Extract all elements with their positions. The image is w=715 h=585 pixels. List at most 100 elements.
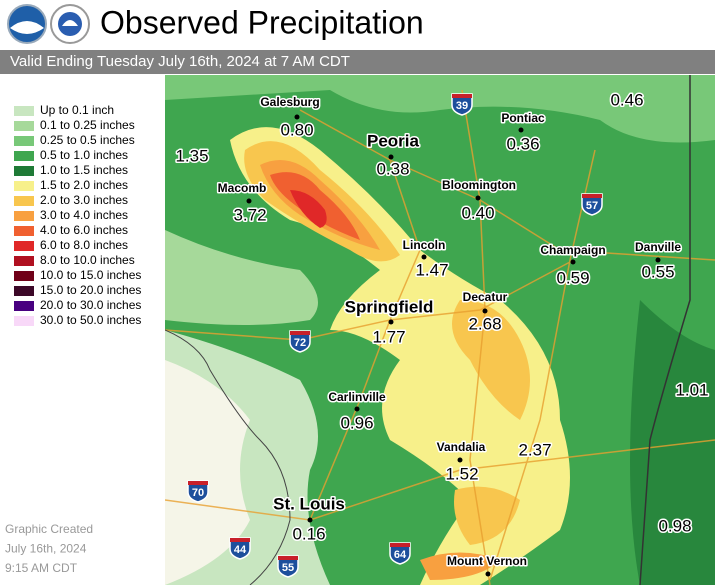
legend-swatch bbox=[14, 151, 34, 161]
interstate-shield bbox=[277, 555, 299, 578]
precip-value: 1.35 bbox=[175, 146, 208, 165]
interstate-number: 64 bbox=[394, 549, 407, 561]
city-dot bbox=[421, 254, 427, 260]
city-name: Decatur bbox=[463, 290, 508, 304]
interstate-number: 70 bbox=[192, 487, 204, 499]
legend-swatch bbox=[14, 271, 34, 281]
city-dot bbox=[485, 571, 491, 577]
legend-swatch bbox=[14, 211, 34, 221]
subtitle: Valid Ending Tuesday July 16th, 2024 at … bbox=[10, 53, 350, 70]
legend-label: 20.0 to 30.0 inches bbox=[40, 298, 141, 312]
city-name: Springfield bbox=[345, 297, 434, 316]
interstate-band bbox=[188, 481, 208, 485]
interstate-band bbox=[278, 556, 298, 560]
precip-value: 0.46 bbox=[610, 90, 643, 109]
interstate-band bbox=[390, 543, 410, 547]
precip-value: 0.38 bbox=[376, 159, 409, 178]
legend-label: 30.0 to 50.0 inches bbox=[40, 313, 141, 327]
city-name: St. Louis bbox=[273, 494, 345, 513]
city-name: Pontiac bbox=[501, 111, 545, 125]
precip-value: 0.40 bbox=[461, 203, 494, 222]
interstate-band bbox=[452, 94, 472, 98]
interstate-shield bbox=[229, 537, 251, 560]
map bbox=[165, 75, 715, 585]
legend-label: 3.0 to 4.0 inches bbox=[40, 208, 128, 222]
city-name: Lincoln bbox=[403, 238, 446, 252]
legend-swatch bbox=[14, 226, 34, 236]
logos bbox=[7, 4, 90, 44]
city-name: Champaign bbox=[540, 243, 605, 257]
precip-value: 2.37 bbox=[518, 440, 551, 459]
interstate-shield bbox=[289, 330, 311, 353]
legend-swatch bbox=[14, 181, 34, 191]
legend-swatch bbox=[14, 301, 34, 311]
legend-label: 1.0 to 1.5 inches bbox=[40, 163, 128, 177]
footer-text: 9:15 AM CDT bbox=[5, 561, 78, 575]
interstate-band bbox=[582, 194, 602, 198]
subtitle-bar bbox=[0, 50, 715, 74]
interstate-shield bbox=[581, 193, 603, 216]
legend-label: 1.5 to 2.0 inches bbox=[40, 178, 128, 192]
map-labels: Galesburg 0.80 Peoria 0.38 Pontiac 0.36 Bloomi… bbox=[174, 89, 710, 578]
city-dot bbox=[457, 457, 463, 463]
precip-value: 2.68 bbox=[468, 314, 501, 333]
precip-value: 0.98 bbox=[658, 516, 691, 535]
precip-value: 1.77 bbox=[372, 327, 405, 346]
city-dot bbox=[307, 517, 313, 523]
city-dot bbox=[388, 154, 394, 160]
interstate-number: 72 bbox=[294, 337, 306, 349]
legend-swatch bbox=[14, 241, 34, 251]
title: Observed Precipitation bbox=[100, 4, 424, 40]
precip-value: 1.47 bbox=[415, 260, 448, 279]
precip-value: 0.16 bbox=[292, 524, 325, 543]
legend-label: 2.0 to 3.0 inches bbox=[40, 193, 128, 207]
legend-label: 0.1 to 0.25 inches bbox=[40, 118, 135, 132]
interstate-shield bbox=[187, 480, 209, 503]
legend-label: 15.0 to 20.0 inches bbox=[40, 283, 141, 297]
precip-value: 1.52 bbox=[445, 464, 478, 483]
legend-label: 6.0 to 8.0 inches bbox=[40, 238, 128, 252]
legend-label: Up to 0.1 inch bbox=[40, 103, 114, 117]
city-dot bbox=[482, 308, 488, 314]
precip-value: 0.36 bbox=[506, 134, 539, 153]
precip-value: 0.55 bbox=[641, 262, 674, 281]
legend-swatch bbox=[14, 106, 34, 116]
legend-label: 4.0 to 6.0 inches bbox=[40, 223, 128, 237]
precip-value: 1.01 bbox=[675, 380, 708, 399]
legend-label: 0.5 to 1.0 inches bbox=[40, 148, 128, 162]
legend-swatch bbox=[14, 166, 34, 176]
interstate-number: 55 bbox=[282, 562, 294, 574]
legend-label: 0.25 to 0.5 inches bbox=[40, 133, 135, 147]
legend-swatch bbox=[14, 136, 34, 146]
city-dot bbox=[518, 127, 524, 133]
city-dot bbox=[388, 319, 394, 325]
interstate-shield bbox=[389, 542, 411, 565]
city-dot bbox=[570, 259, 576, 265]
city-name: Carlinville bbox=[328, 390, 386, 404]
city-dot bbox=[246, 198, 252, 204]
city-dot bbox=[354, 406, 360, 412]
city-name: Mount Vernon bbox=[447, 554, 527, 568]
legend-swatch bbox=[14, 256, 34, 266]
legend-swatch bbox=[14, 286, 34, 296]
precip-value: 0.59 bbox=[556, 268, 589, 287]
precip-value: 0.96 bbox=[340, 413, 373, 432]
interstate-shield bbox=[451, 93, 473, 116]
city-name: Bloomington bbox=[442, 178, 516, 192]
footer-text: Graphic Created bbox=[5, 522, 93, 536]
city-dot bbox=[475, 195, 481, 201]
city-name: Danville bbox=[635, 240, 681, 254]
legend-label: 8.0 to 10.0 inches bbox=[40, 253, 135, 267]
interstate-number: 39 bbox=[456, 100, 468, 112]
city-dot bbox=[655, 257, 661, 263]
city-name: Peoria bbox=[367, 131, 420, 150]
interstate-number: 57 bbox=[586, 200, 598, 212]
city-name: Galesburg bbox=[260, 95, 319, 109]
interstate-number: 44 bbox=[234, 544, 247, 556]
city-name: Macomb bbox=[218, 181, 267, 195]
interstate-band bbox=[230, 538, 250, 542]
precip-value: 0.80 bbox=[280, 120, 313, 139]
legend-swatch bbox=[14, 316, 34, 326]
